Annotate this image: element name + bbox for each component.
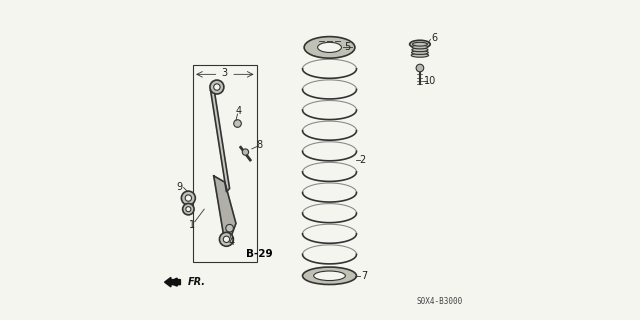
Ellipse shape bbox=[303, 267, 356, 284]
Polygon shape bbox=[214, 176, 236, 236]
Ellipse shape bbox=[314, 271, 346, 281]
Circle shape bbox=[243, 149, 248, 155]
Circle shape bbox=[186, 207, 191, 212]
Text: S0X4-B3000: S0X4-B3000 bbox=[417, 297, 463, 306]
Circle shape bbox=[181, 191, 195, 205]
Text: 10: 10 bbox=[424, 76, 436, 86]
Circle shape bbox=[223, 236, 230, 243]
Text: 1: 1 bbox=[188, 220, 195, 230]
Text: 4: 4 bbox=[228, 237, 234, 247]
Circle shape bbox=[220, 232, 234, 246]
Ellipse shape bbox=[412, 42, 428, 46]
Circle shape bbox=[182, 204, 194, 215]
Ellipse shape bbox=[410, 40, 430, 48]
Text: 6: 6 bbox=[431, 33, 437, 43]
Text: 3: 3 bbox=[222, 68, 228, 78]
Ellipse shape bbox=[412, 53, 429, 57]
Circle shape bbox=[416, 64, 424, 72]
Text: 2: 2 bbox=[360, 155, 366, 165]
Text: 8: 8 bbox=[257, 140, 263, 150]
Polygon shape bbox=[211, 87, 230, 192]
Circle shape bbox=[214, 84, 220, 90]
Circle shape bbox=[185, 195, 191, 201]
Ellipse shape bbox=[317, 42, 341, 52]
Text: 7: 7 bbox=[362, 271, 367, 281]
Circle shape bbox=[234, 120, 241, 127]
Text: 5: 5 bbox=[344, 42, 350, 52]
Polygon shape bbox=[164, 277, 180, 287]
Circle shape bbox=[226, 224, 234, 232]
Text: B-29: B-29 bbox=[246, 249, 273, 259]
Bar bbox=[193, 65, 257, 261]
Ellipse shape bbox=[304, 36, 355, 58]
Circle shape bbox=[210, 80, 224, 94]
Ellipse shape bbox=[412, 51, 428, 54]
Ellipse shape bbox=[412, 48, 428, 52]
Text: FR.: FR. bbox=[188, 277, 205, 287]
Text: 4: 4 bbox=[236, 106, 242, 116]
Ellipse shape bbox=[412, 45, 428, 49]
Text: 9: 9 bbox=[177, 182, 183, 192]
